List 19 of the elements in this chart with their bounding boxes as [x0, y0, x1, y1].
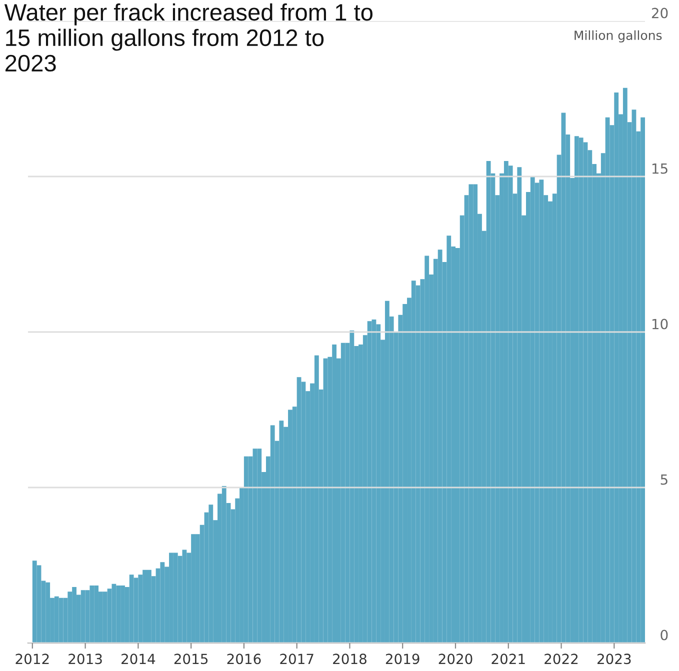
x-tick-label: 2014 — [122, 654, 156, 664]
x-tick-label: 2018 — [333, 654, 366, 664]
x-tick-label: 2023 — [597, 654, 631, 664]
y-tick-label: 10 — [652, 318, 668, 330]
x-tick-label: 2019 — [386, 654, 420, 664]
y-tick-label: 0 — [660, 630, 668, 640]
y-tick-label: 5 — [660, 474, 668, 485]
x-tick-label: 2015 — [174, 654, 208, 664]
chart-title: Water per frack increased from 1 to 15 million gallons from 2012 to 2023 — [4, 3, 372, 72]
x-tick-label: 2016 — [227, 654, 261, 664]
x-tick-label: 2013 — [68, 654, 102, 664]
x-tick-label: 2020 — [438, 654, 472, 664]
y-axis-title: Million gallons — [574, 30, 662, 42]
y-tick-label: 20 — [652, 8, 668, 18]
y-tick-label: 15 — [652, 163, 668, 174]
x-tick-label: 2012 — [16, 654, 49, 664]
x-tick-label: 2017 — [280, 654, 314, 664]
x-tick-label: 2021 — [492, 654, 525, 664]
x-tick-label: 2022 — [544, 654, 578, 664]
